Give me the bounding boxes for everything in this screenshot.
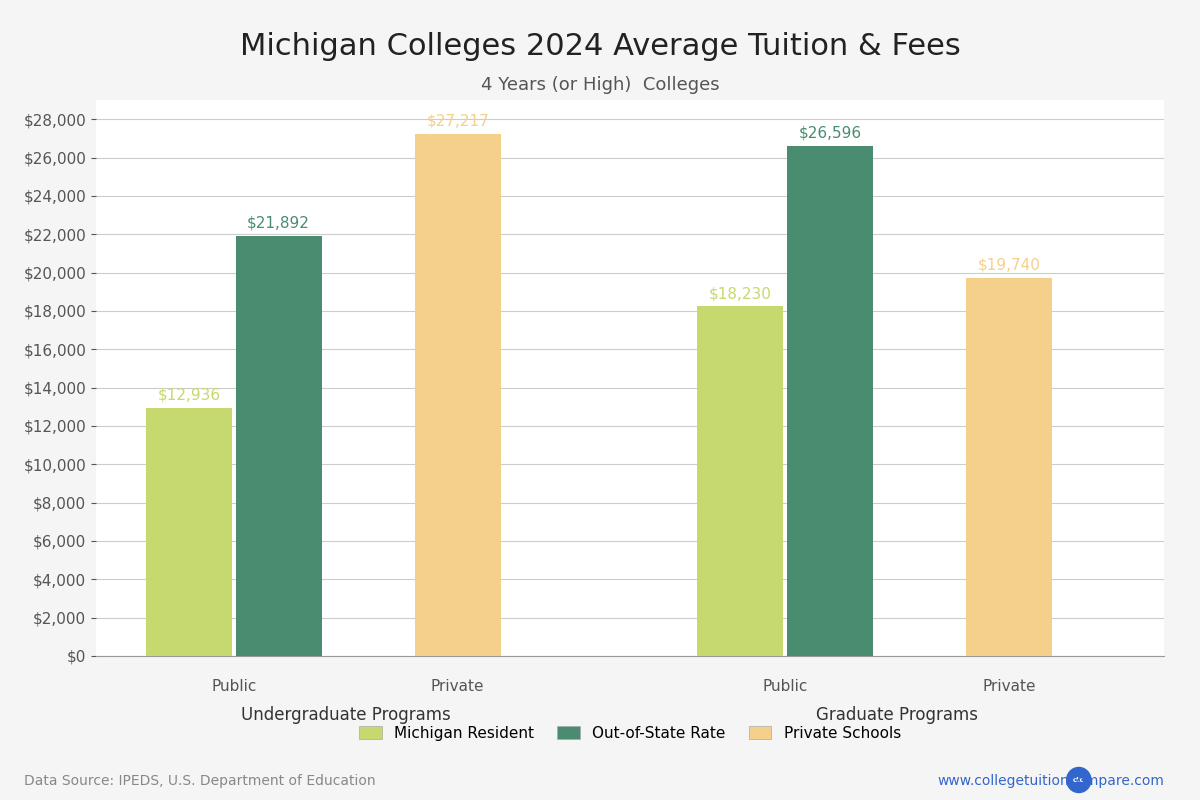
Text: $26,596: $26,596 xyxy=(798,126,862,141)
Text: Public: Public xyxy=(211,679,257,694)
Text: $12,936: $12,936 xyxy=(157,388,221,402)
Legend: Michigan Resident, Out-of-State Rate, Private Schools: Michigan Resident, Out-of-State Rate, Pr… xyxy=(352,718,908,749)
Text: 4 Years (or High)  Colleges: 4 Years (or High) Colleges xyxy=(481,76,719,94)
Bar xyxy=(146,408,232,656)
Text: Private: Private xyxy=(983,679,1036,694)
Text: Graduate Programs: Graduate Programs xyxy=(816,706,978,724)
Bar xyxy=(787,146,872,656)
Text: Undergraduate Programs: Undergraduate Programs xyxy=(241,706,451,724)
Text: $27,217: $27,217 xyxy=(426,114,490,129)
Text: $18,230: $18,230 xyxy=(709,286,772,301)
Text: $19,740: $19,740 xyxy=(978,257,1040,272)
Text: Michigan Colleges 2024 Average Tuition & Fees: Michigan Colleges 2024 Average Tuition &… xyxy=(240,32,960,61)
Bar xyxy=(966,278,1052,656)
Text: Data Source: IPEDS, U.S. Department of Education: Data Source: IPEDS, U.S. Department of E… xyxy=(24,774,376,788)
Bar xyxy=(235,236,322,656)
Text: Private: Private xyxy=(431,679,485,694)
Text: www.collegetuitioncompare.com: www.collegetuitioncompare.com xyxy=(937,774,1164,788)
Circle shape xyxy=(1067,767,1091,793)
Text: Public: Public xyxy=(762,679,808,694)
Bar xyxy=(415,134,500,656)
Bar xyxy=(697,306,784,656)
Text: ctc: ctc xyxy=(1073,777,1085,783)
Text: $21,892: $21,892 xyxy=(247,216,310,231)
